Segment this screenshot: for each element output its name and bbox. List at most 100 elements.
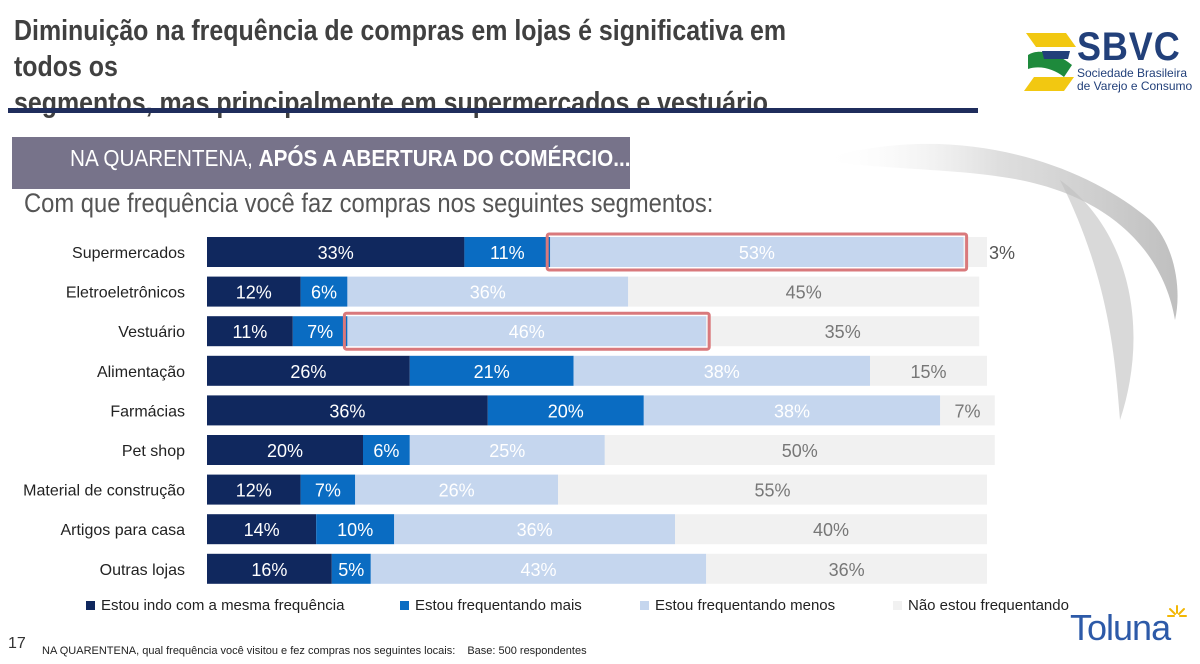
bar-segment [207, 474, 301, 505]
category-label: Farmácias [110, 403, 185, 420]
data-label: 6% [373, 441, 399, 461]
logo-name: SBVC [1077, 25, 1181, 69]
data-label: 7% [954, 401, 980, 421]
data-label: 21% [474, 362, 510, 382]
page-title: Diminuição na frequência de compras em l… [14, 13, 788, 121]
bar-segment [207, 514, 317, 545]
data-label: 10% [337, 520, 373, 540]
bar-segment [558, 474, 987, 505]
bar-segment [550, 237, 964, 267]
category-label: Material de construção [23, 483, 185, 500]
legend-swatch [640, 601, 649, 610]
bar-segment [487, 395, 644, 426]
category-label: Outras lojas [100, 562, 185, 579]
bar-segment [409, 355, 574, 386]
data-label: 26% [290, 362, 326, 382]
bar-segment [207, 553, 332, 584]
bar-segment [363, 435, 410, 465]
footnote: NA QUARENTENA, qual frequência você visi… [42, 645, 587, 657]
bar-segment [394, 514, 675, 545]
data-label: 53% [739, 243, 775, 263]
bar-segment [464, 237, 551, 267]
data-label: 38% [774, 401, 810, 421]
data-label: 36% [470, 283, 506, 303]
category-label: Artigos para casa [60, 522, 185, 539]
highlight-box [545, 232, 969, 272]
bar-segment [628, 276, 980, 307]
data-label: 16% [251, 560, 287, 580]
data-label: 7% [315, 481, 341, 501]
legend-swatch [86, 601, 95, 610]
bar-segment [300, 474, 356, 505]
banner-text: NA QUARENTENA, APÓS A ABERTURA DO COMÉRC… [70, 143, 631, 173]
data-label: 26% [439, 481, 475, 501]
data-label: 15% [910, 362, 946, 382]
toluna-logo: Toluna [1070, 607, 1171, 648]
bar-segment [331, 553, 371, 584]
banner-text-normal: NA QUARENTENA, [70, 145, 259, 171]
data-label: 50% [782, 441, 818, 461]
data-label: 6% [311, 283, 337, 303]
bar-segment [347, 316, 707, 347]
toluna-star-icon [1167, 605, 1187, 617]
bar-segment [706, 553, 987, 584]
bar-segment [409, 435, 605, 465]
data-label: 5% [338, 560, 364, 580]
data-label: 36% [829, 560, 865, 580]
bar-segment [316, 514, 395, 545]
legend-label: Estou frequentando mais [415, 597, 582, 614]
data-label: 33% [318, 243, 354, 263]
bar-segment [347, 276, 629, 307]
title-line-2: segmentos, mas principalmente em superme… [14, 87, 769, 119]
category-label: Eletroeletrônicos [66, 285, 185, 302]
legend-label: Estou frequentando menos [655, 597, 836, 614]
bar-segment [706, 316, 980, 347]
data-label: 46% [509, 322, 545, 342]
legend-label: Estou indo com a mesma frequência [101, 597, 345, 614]
logo-line-2: de Varejo e Consumo [1077, 79, 1193, 93]
survey-question: Com que frequência você faz compras nos … [24, 188, 714, 218]
data-label: 35% [825, 322, 861, 342]
legend-label: Não estou frequentando [908, 597, 1069, 614]
bar-segment [355, 474, 558, 505]
bar-segment [604, 435, 995, 465]
stacked-bar-chart: Supermercados 33% 11% 53% 3% Eletroeletrônico… [23, 232, 1015, 584]
data-label: 11% [233, 322, 268, 342]
legend-swatch [400, 601, 409, 610]
data-label: 20% [267, 441, 303, 461]
category-label: Vestuário [118, 324, 185, 341]
data-label: 12% [236, 481, 272, 501]
bar-segment [643, 395, 941, 426]
title-line-1: Diminuição na frequência de compras em l… [14, 15, 787, 83]
banner-text-bold: APÓS A ABERTURA DO COMÉRCIO... [258, 145, 631, 171]
bar-segment [940, 395, 995, 426]
highlight-box [342, 311, 711, 351]
bar-segment [300, 276, 348, 307]
data-label: 45% [786, 283, 822, 303]
bar-segment [292, 316, 348, 347]
legend-swatch [893, 601, 902, 610]
sbvc-logo-icon [1024, 33, 1076, 91]
data-label: 14% [244, 520, 280, 540]
bar-segment [207, 355, 410, 386]
data-label: 11% [490, 243, 525, 263]
category-label: Pet shop [122, 443, 185, 460]
legend-item: Estou frequentando mais [400, 597, 582, 614]
bar-segment [870, 355, 987, 386]
page-number: 17 [8, 635, 26, 652]
section-banner [12, 137, 630, 189]
bar-segment [963, 237, 987, 267]
data-label: 7% [307, 322, 333, 342]
footnote-question: NA QUARENTENA, qual frequência você visi… [42, 645, 456, 657]
bar-segment [207, 237, 465, 267]
logo-line-1: Sociedade Brasileira [1077, 66, 1188, 80]
legend-item: Estou indo com a mesma frequência [86, 597, 344, 614]
data-label: 36% [517, 520, 553, 540]
legend-item: Não estou frequentando [893, 597, 1069, 614]
bar-segment [207, 395, 488, 426]
data-label: 55% [754, 481, 790, 501]
data-label: 43% [520, 560, 556, 580]
legend-item: Estou frequentando menos [640, 597, 835, 614]
bar-segment [675, 514, 987, 545]
